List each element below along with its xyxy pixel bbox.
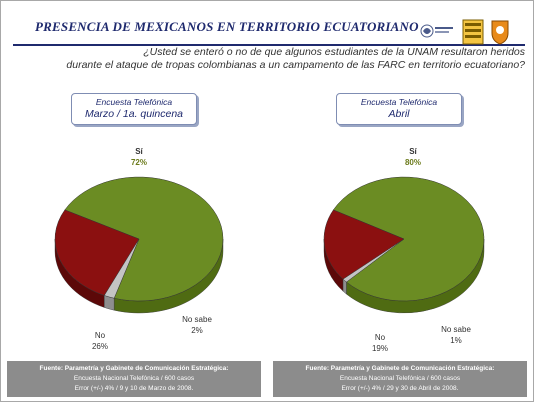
source-footer-april: Fuente: Parametría y Gabinete de Comunic… bbox=[273, 361, 527, 397]
pie-slice-no bbox=[54, 209, 140, 296]
survey-period-box-march: Encuesta Telefónica Marzo / 1a. quincena bbox=[71, 93, 197, 125]
survey-period-label: Abril bbox=[388, 108, 410, 120]
pie-slice-si bbox=[64, 176, 224, 302]
slice-label-no-sabe: No sabe bbox=[182, 315, 212, 324]
footer-source: Fuente: Parametría y Gabinete de Comunic… bbox=[39, 365, 229, 372]
survey-question: ¿Usted se enteró o no de que algunos est… bbox=[21, 46, 525, 72]
footer-error: Error (+/-) 4% / 9 y 10 de Marzo de 2008… bbox=[74, 385, 194, 392]
slice-value-si: 80% bbox=[405, 158, 421, 167]
shield-logo bbox=[491, 20, 509, 45]
slice-label-no: No bbox=[375, 333, 386, 342]
slice-label-si: Sí bbox=[409, 147, 417, 156]
survey-period-label: Marzo / 1a. quincena bbox=[84, 108, 184, 120]
footer-sample: Encuesta Nacional Telefónica / 600 casos bbox=[73, 375, 195, 382]
slice-label-no-sabe: No sabe bbox=[441, 325, 471, 334]
pie-slice-si bbox=[332, 176, 485, 302]
title-divider bbox=[13, 44, 525, 46]
slice-label-no: No bbox=[95, 331, 106, 340]
slice-value-no: 26% bbox=[92, 342, 108, 351]
slice-value-no-sabe: 1% bbox=[450, 336, 462, 345]
pie-chart-march: Sí 72% No 26% No sabe 2% bbox=[54, 147, 224, 351]
pie-slice-no-sabe bbox=[342, 238, 405, 283]
question-line-1: ¿Usted se enteró o no de que algunos est… bbox=[143, 46, 525, 58]
gabinete-logo bbox=[462, 19, 484, 45]
pie-slice-no bbox=[323, 209, 405, 280]
question-line-2: durante el ataque de tropas colombianas … bbox=[66, 59, 525, 71]
header: PRESENCIA DE MEXICANOS EN TERRITORIO ECU… bbox=[7, 7, 527, 46]
slice-value-si: 72% bbox=[131, 158, 147, 167]
survey-period-box-april: Encuesta Telefónica Abril bbox=[336, 93, 462, 125]
pie-chart-april: Sí 80% No 19% No sabe 1% bbox=[323, 147, 485, 353]
footer-error: Error (+/-) 4% / 29 y 30 de Abril de 200… bbox=[341, 385, 459, 392]
slice-value-no: 19% bbox=[372, 344, 388, 353]
page-title: PRESENCIA DE MEXICANOS EN TERRITORIO ECU… bbox=[35, 19, 419, 34]
source-footer-march: Fuente: Parametría y Gabinete de Comunic… bbox=[7, 361, 261, 397]
footer-sample: Encuesta Nacional Telefónica / 600 casos bbox=[339, 375, 461, 382]
parametria-logo bbox=[420, 24, 453, 38]
pie-slice-no-sabe bbox=[103, 238, 140, 299]
slice-value-no-sabe: 2% bbox=[191, 326, 203, 335]
footer-source: Fuente: Parametría y Gabinete de Comunic… bbox=[305, 365, 495, 372]
survey-type-label: Encuesta Telefónica bbox=[360, 97, 438, 107]
slice-label-si: Sí bbox=[135, 147, 143, 156]
survey-type-label: Encuesta Telefónica bbox=[95, 97, 173, 107]
